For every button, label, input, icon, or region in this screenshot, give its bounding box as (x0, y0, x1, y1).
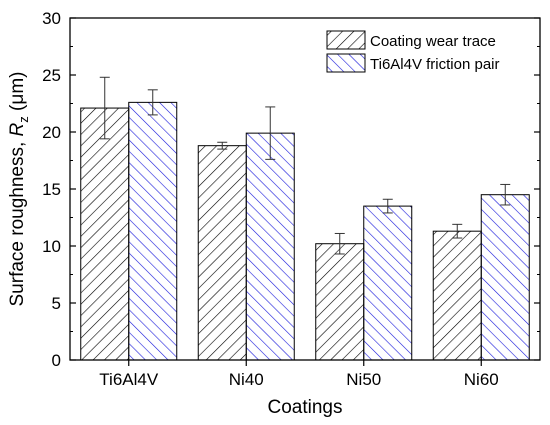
legend-label-ti6al4v-friction-pair: Ti6Al4V friction pair (370, 56, 500, 73)
legend-swatch-ti6al4v-friction-pair (326, 53, 366, 73)
y-tick-label: 30 (42, 9, 61, 28)
y-tick-label: 10 (42, 237, 61, 256)
y-axis-title-unit: (μm) (7, 72, 28, 117)
y-axis-title: Surface roughness, Rz (μm) (7, 72, 31, 307)
error-bars-layer (99, 76, 511, 255)
bars-layer (80, 101, 530, 361)
error-bar-coating-wear-trace-ti6al4v (99, 76, 110, 140)
bar-ti6al4v-friction-pair-ni60 (480, 194, 530, 361)
y-tick-label: 15 (42, 180, 61, 199)
bar-coating-wear-trace-ni40 (197, 145, 247, 361)
x-tick-label-ni40: Ni40 (229, 370, 264, 389)
bar-coating-wear-trace-ni60 (432, 230, 482, 361)
y-axis-title-prefix: Surface roughness, (7, 136, 28, 306)
y-axis: 0 5 10 15 20 25 30 (42, 9, 540, 370)
error-bar-ti6al4v-friction-pair-ni60 (500, 183, 511, 206)
error-bar-coating-wear-trace-ni40 (217, 141, 228, 150)
y-axis-title-subscript: z (16, 116, 31, 123)
y-tick-label: 20 (42, 123, 61, 142)
y-axis-title-variable: R (7, 122, 28, 136)
error-bar-coating-wear-trace-ni60 (452, 223, 463, 239)
x-tick-label-ni50: Ni50 (346, 370, 381, 389)
x-tick-label-ti6al4v: Ti6Al4V (99, 370, 159, 389)
bar-coating-wear-trace-ni50 (315, 243, 365, 361)
legend: Coating wear trace Ti6Al4V friction pair (326, 30, 500, 73)
bar-ti6al4v-friction-pair-ti6al4v (128, 101, 178, 361)
bar-coating-wear-trace-ti6al4v (80, 107, 130, 361)
error-bar-ti6al4v-friction-pair-ti6al4v (147, 89, 158, 116)
legend-swatch-coating-wear-trace (326, 30, 366, 50)
x-tick-label-ni60: Ni60 (464, 370, 499, 389)
legend-label-coating-wear-trace: Coating wear trace (370, 33, 496, 50)
bar-ti6al4v-friction-pair-ni50 (363, 205, 413, 361)
error-bar-ti6al4v-friction-pair-ni50 (382, 198, 393, 214)
error-bar-ti6al4v-friction-pair-ni40 (265, 106, 276, 160)
y-tick-label: 5 (52, 294, 61, 313)
y-tick-label: 25 (42, 66, 61, 85)
x-axis: Ti6Al4V Ni40 Ni50 Ni60 (99, 360, 499, 389)
x-axis-title: Coatings (268, 397, 343, 418)
bar-ti6al4v-friction-pair-ni40 (245, 132, 295, 361)
y-tick-label: 0 (52, 351, 61, 370)
error-bar-coating-wear-trace-ni50 (334, 232, 345, 255)
